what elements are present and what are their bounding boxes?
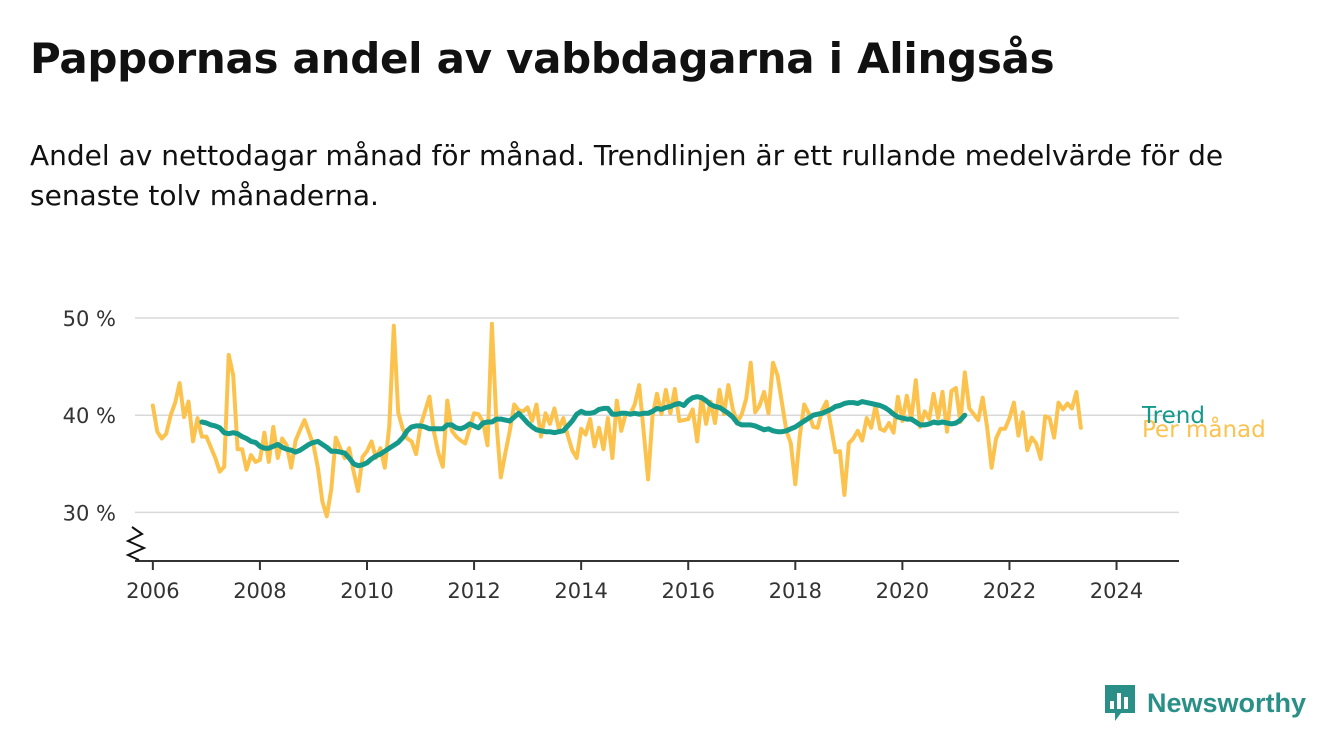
brand: Newsworthy — [1103, 683, 1306, 723]
x-tick-label: 2010 — [340, 579, 393, 603]
series-label-trend: Trend — [1141, 403, 1205, 429]
x-tick-label: 2016 — [662, 579, 715, 603]
x-tick-label: 2006 — [126, 579, 179, 603]
x-tick-label: 2022 — [983, 579, 1036, 603]
series-label-per-manad: Per månad — [1142, 415, 1266, 443]
x-tick-label: 2018 — [769, 579, 822, 603]
brand-name: Newsworthy — [1147, 687, 1307, 718]
series-line-per-manad — [150, 321, 1083, 519]
chart-title: Pappornas andel av vabbdagarna i Alingså… — [30, 34, 1055, 83]
x-tick-label: 2020 — [876, 579, 929, 603]
newsworthy-logo-icon — [1105, 685, 1135, 721]
x-tick-label: 2024 — [1090, 579, 1143, 603]
x-tick-label: 2008 — [233, 579, 286, 603]
gridlines — [135, 317, 1179, 514]
x-tick-label: 2012 — [447, 579, 500, 603]
x-tick-label: 2014 — [554, 579, 607, 603]
axis-break-icon — [125, 526, 147, 561]
axes: 30 % 40 % 50 % 2006 2008 2010 2012 2014 2016 2018… — [63, 307, 1179, 603]
series — [150, 321, 1083, 519]
y-tick-label: 30 % — [63, 501, 116, 525]
y-tick-label: 40 % — [63, 404, 116, 428]
chart-subtitle: Andel av nettodagar månad för månad. Tre… — [30, 139, 1224, 212]
series-line-trend — [199, 394, 968, 469]
y-tick-label: 50 % — [63, 307, 116, 331]
